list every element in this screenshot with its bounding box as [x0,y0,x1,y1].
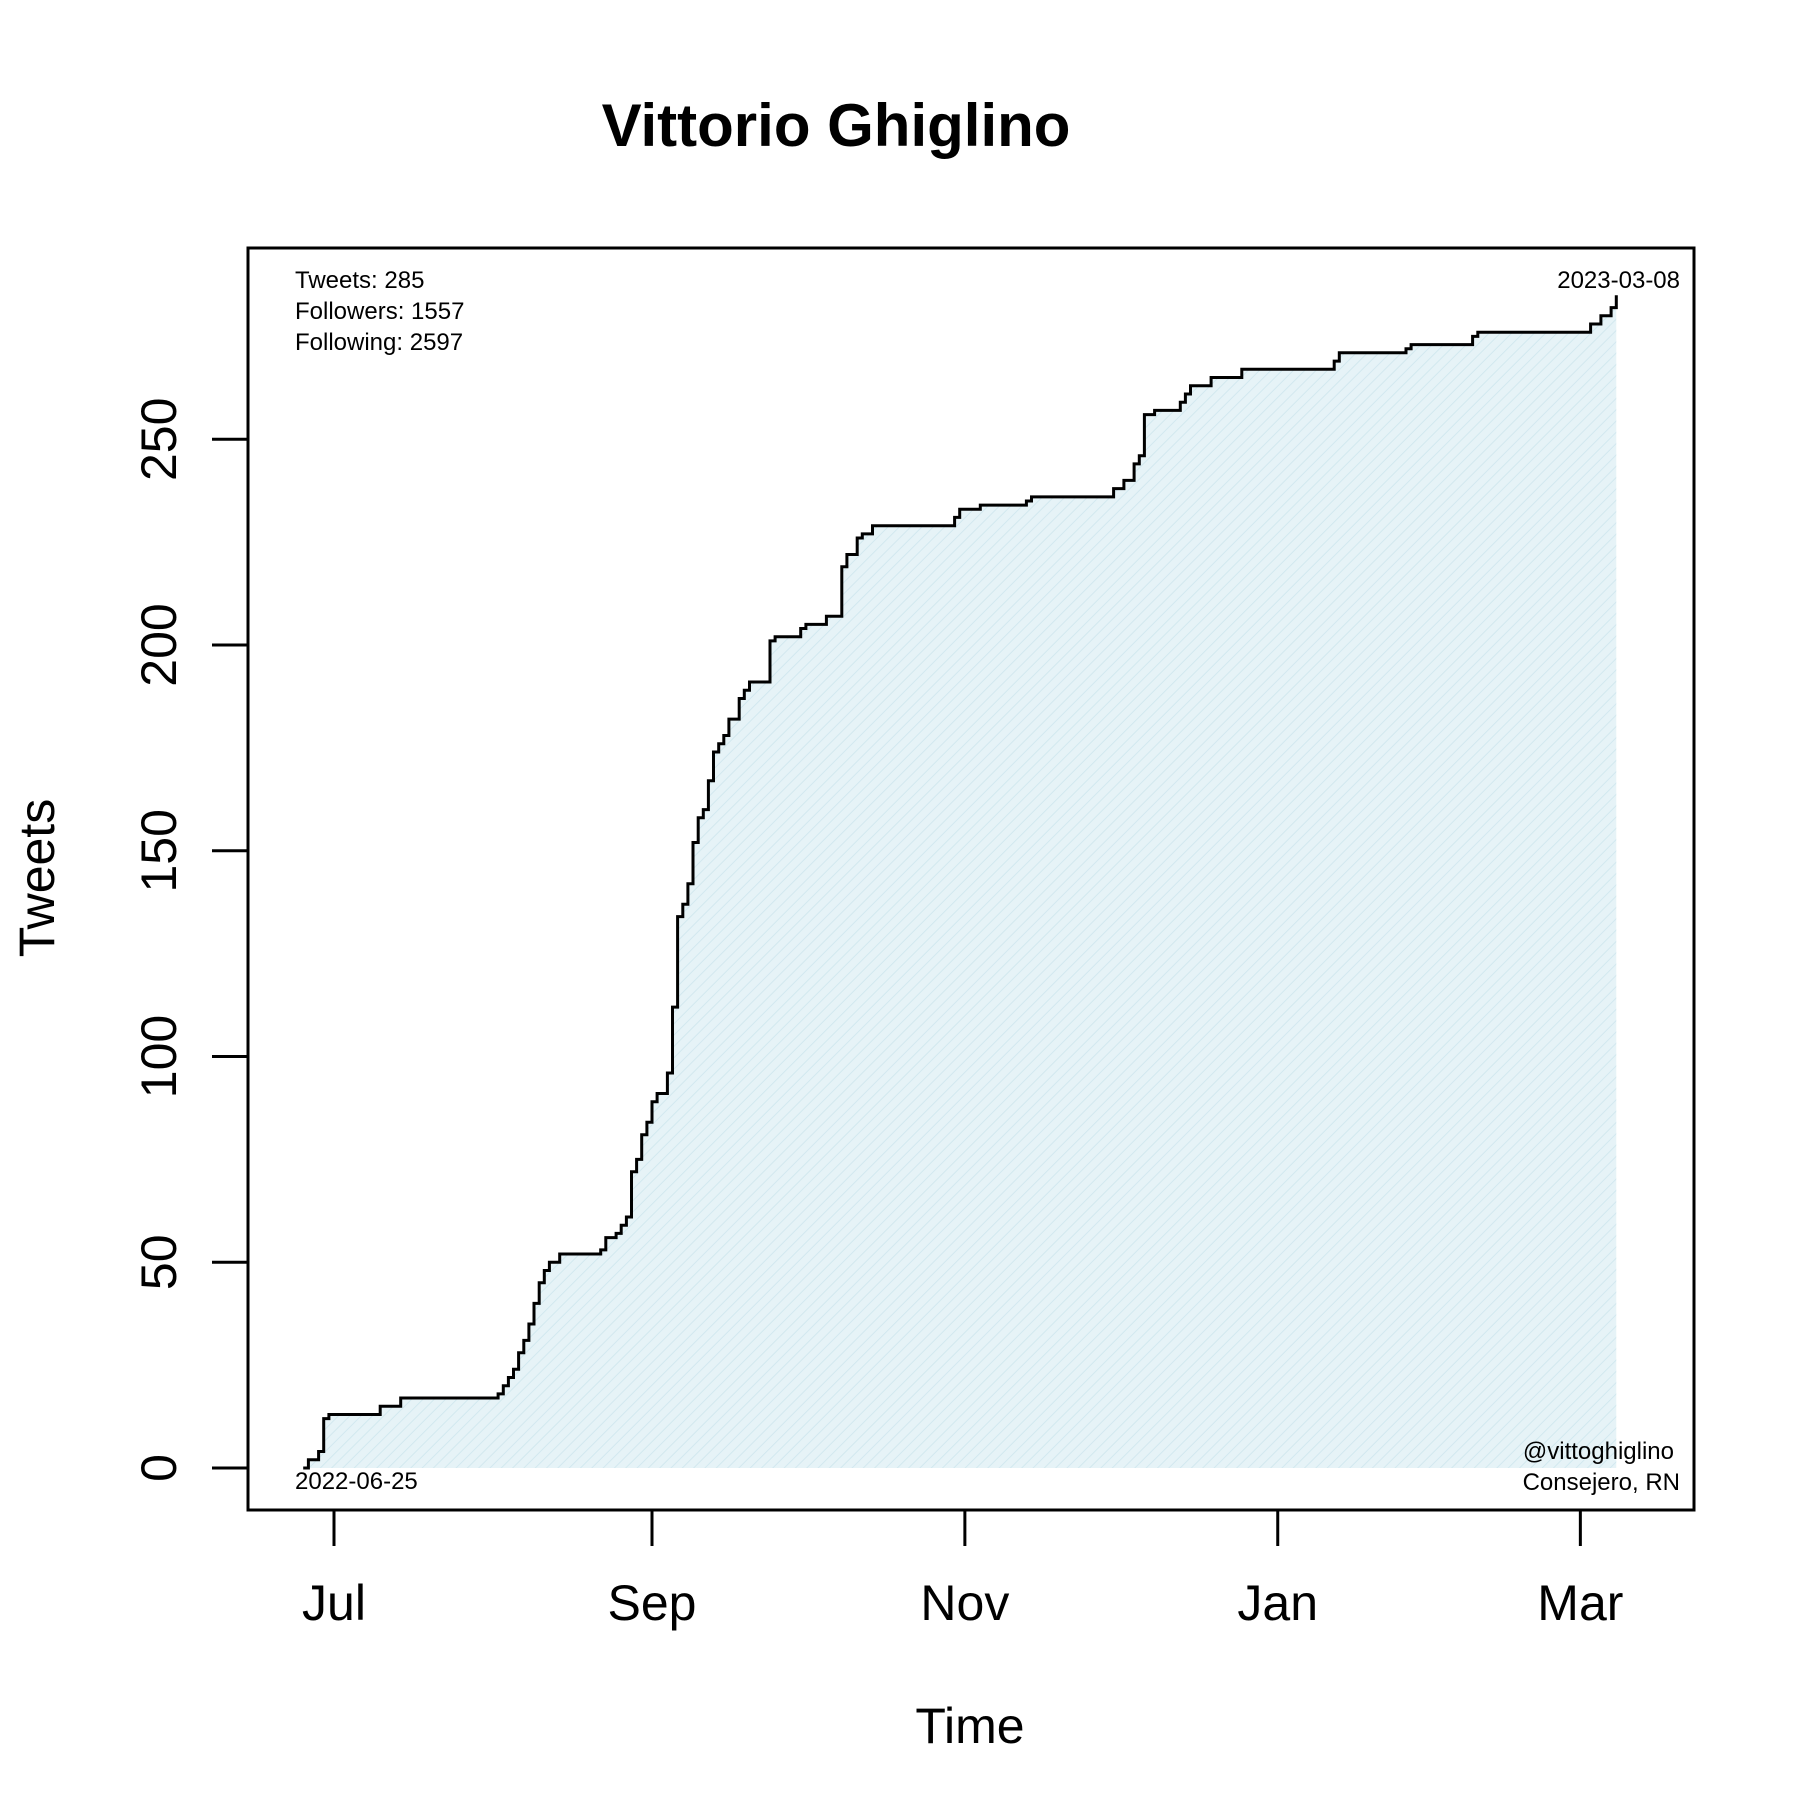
user-handle: @vittoghiglino [1523,1438,1674,1465]
y-axis-title: Tweets [9,799,65,957]
x-tick-label: Nov [920,1575,1009,1631]
series-area [303,295,1617,1469]
x-tick-label: Mar [1537,1575,1623,1631]
series-line [303,295,1618,1470]
x-tick-label: Sep [608,1575,697,1631]
y-axis: 0 50 100 150 200 250 [131,398,248,1482]
y-tick-label: 200 [131,603,187,686]
stat-tweets: Tweets: 285 [295,267,424,294]
x-axis: Jul Sep Nov Jan Mar [302,1510,1623,1631]
y-tick-label: 0 [131,1454,187,1482]
start-date-label: 2022-06-25 [295,1468,418,1495]
y-tick-label: 50 [131,1234,187,1290]
stat-following: Following: 2597 [295,329,463,356]
chart-title: Vittorio Ghiglino [602,92,1071,159]
y-tick-label: 250 [131,398,187,481]
stat-followers: Followers: 1557 [295,298,464,325]
plot-area [303,295,1618,1470]
y-tick-label: 100 [131,1015,187,1098]
user-description: Consejero, RN [1523,1469,1680,1496]
x-axis-title: Time [915,1698,1024,1754]
x-tick-label: Jul [302,1575,366,1631]
end-date-label: 2023-03-08 [1557,267,1680,294]
y-tick-label: 150 [131,809,187,892]
x-tick-label: Jan [1237,1575,1318,1631]
plot-frame [246,246,1696,1512]
